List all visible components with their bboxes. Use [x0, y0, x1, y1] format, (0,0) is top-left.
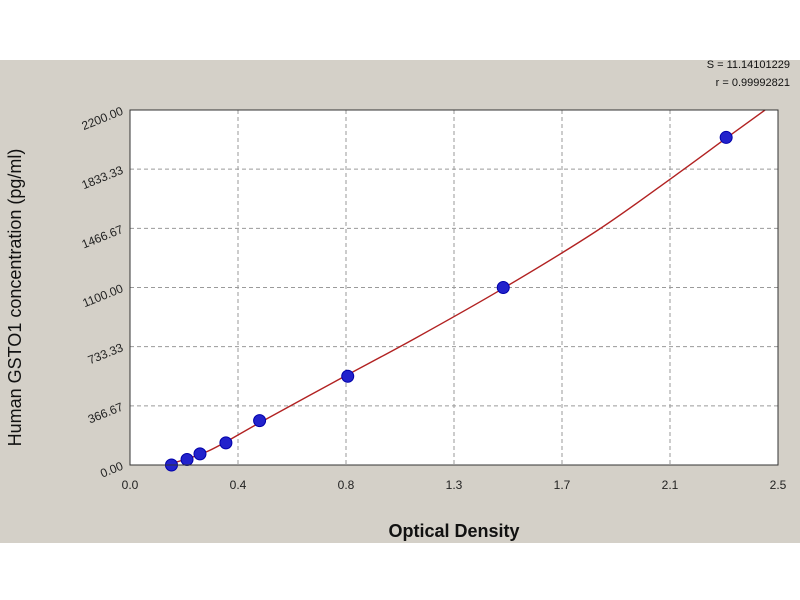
data-point: [253, 414, 267, 428]
y-tick-label: 1100.00: [80, 281, 125, 310]
x-axis-title: Optical Density: [388, 521, 519, 541]
x-tick-label: 2.5: [770, 478, 787, 492]
y-tick-label: 366.67: [86, 400, 126, 427]
fit-stat-r: r = 0.99992821: [716, 77, 790, 89]
fit-stat-s: S = 11.14101229: [707, 59, 790, 71]
y-tick-labels: 0.00366.67733.331100.001466.671833.33220…: [80, 104, 126, 481]
fit-curve: [166, 109, 766, 466]
data-point: [219, 436, 233, 450]
x-tick-label: 0.4: [230, 478, 247, 492]
data-point: [496, 281, 510, 294]
y-tick-label: 1833.33: [80, 163, 126, 192]
y-tick-label: 1466.67: [80, 222, 126, 251]
data-point: [180, 453, 194, 467]
data-point: [341, 369, 355, 383]
x-tick-labels: 0.0 0.4 0.8 1.3 1.7 2.1 2.5: [122, 478, 787, 492]
data-point: [193, 447, 207, 461]
x-tick-label: 0.0: [122, 478, 139, 492]
y-tick-label: 733.33: [86, 340, 126, 367]
x-tick-label: 2.1: [662, 478, 679, 492]
gridlines: [130, 110, 778, 465]
x-tick-label: 1.7: [554, 478, 571, 492]
y-axis-title: Human GSTO1 concentration (pg/ml): [5, 149, 25, 447]
data-point: [719, 130, 733, 144]
x-tick-label: 1.3: [446, 478, 463, 492]
x-tick-label: 0.8: [338, 478, 355, 492]
data-points: [164, 130, 733, 472]
plot-frame: [129, 109, 779, 466]
y-tick-label: 2200.00: [80, 104, 126, 133]
